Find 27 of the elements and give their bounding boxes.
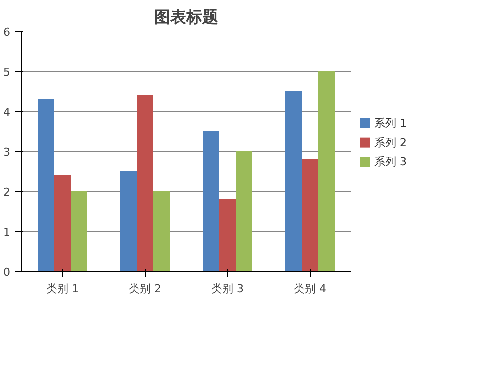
x-tick-label: 类别 1 (46, 282, 79, 296)
bar (318, 72, 335, 272)
x-tick-label: 类别 2 (129, 282, 162, 296)
bar (137, 96, 154, 272)
bar (286, 92, 302, 272)
y-tick-label: 5 (4, 66, 10, 79)
bar (120, 172, 137, 272)
y-tick-label: 6 (4, 26, 10, 39)
legend-label: 系列 2 (374, 136, 407, 150)
bar (38, 100, 54, 272)
legend-label: 系列 1 (374, 116, 407, 130)
bar (203, 132, 220, 272)
x-tick-label: 类别 3 (212, 282, 244, 296)
bar (54, 176, 71, 272)
bar (220, 200, 236, 272)
y-tick-label: 0 (4, 266, 10, 279)
bar (154, 192, 170, 272)
y-tick-label: 2 (4, 186, 10, 199)
chart-title: 图表标题 (154, 8, 218, 26)
y-tick-label: 4 (4, 106, 10, 119)
bar (302, 160, 318, 272)
bar (236, 152, 252, 272)
bar (71, 192, 88, 272)
y-tick-label: 3 (4, 146, 10, 159)
legend-label: 系列 3 (374, 156, 407, 169)
y-tick-label: 1 (4, 226, 10, 239)
x-tick-label: 类别 4 (294, 282, 326, 296)
